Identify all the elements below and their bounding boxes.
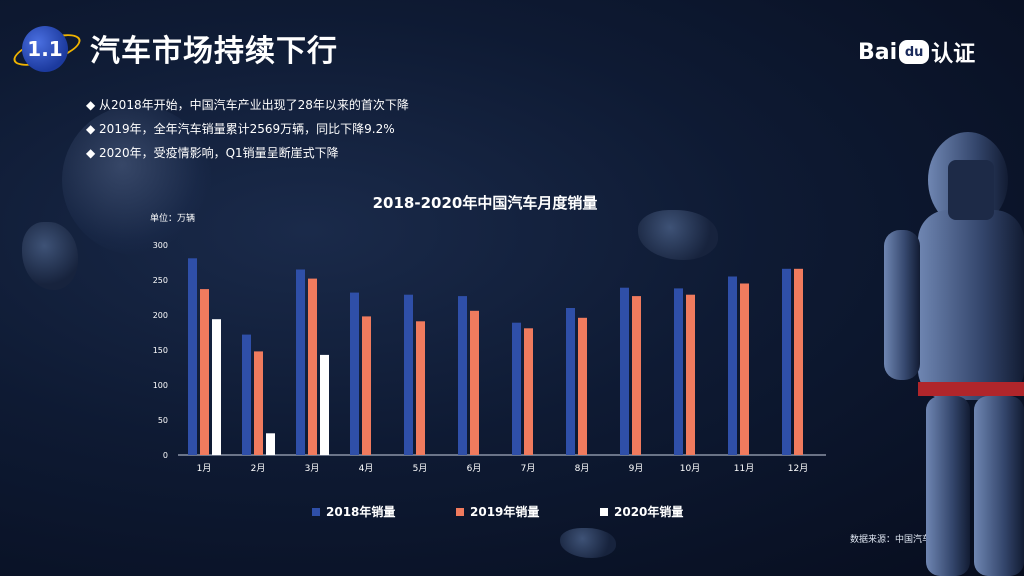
x-tick-label: 9月	[629, 463, 644, 474]
bar-5月-2018年销量	[404, 294, 413, 455]
x-tick-label: 2月	[251, 463, 266, 474]
y-tick-label: 150	[153, 346, 168, 355]
logo-paw-icon: du	[899, 40, 930, 64]
legend-swatch	[600, 507, 608, 516]
y-tick-label: 300	[153, 241, 168, 250]
x-tick-label: 8月	[575, 463, 590, 474]
x-tick-label: 10月	[680, 463, 700, 474]
data-source: 数据来源：中国汽车工业协会	[850, 535, 968, 545]
bar-3月-2018年销量	[296, 269, 305, 455]
bar-2月-2019年销量	[254, 351, 263, 455]
bar-3月-2019年销量	[308, 278, 317, 455]
x-tick-label: 3月	[305, 463, 320, 474]
bar-9月-2019年销量	[632, 296, 641, 455]
x-tick-label: 4月	[359, 463, 374, 474]
bar-11月-2019年销量	[740, 283, 749, 455]
bar-8月-2019年销量	[578, 317, 587, 455]
asteroid-decoration	[22, 222, 78, 290]
bar-8月-2018年销量	[566, 308, 575, 455]
x-tick-label: 11月	[734, 463, 754, 474]
bar-4月-2018年销量	[350, 292, 359, 455]
x-tick-label: 12月	[788, 463, 808, 474]
page-title: 汽车市场持续下行	[90, 34, 338, 69]
bullet-item: ◆ 2019年，全年汽车销量累计2569万辆，同比下降9.2%	[86, 122, 395, 136]
astronaut-illustration	[884, 132, 1024, 576]
bar-10月-2018年销量	[674, 288, 683, 455]
y-tick-label: 100	[153, 381, 168, 390]
legend-item-2020: 2020年销量	[600, 503, 683, 520]
bar-12月-2018年销量	[782, 268, 791, 455]
bar-1月-2018年销量	[188, 258, 197, 455]
baidu-logo: Bai du 认证	[858, 36, 975, 68]
bar-2月-2020年销量	[266, 433, 275, 455]
x-tick-label: 5月	[413, 463, 428, 474]
x-tick-label: 1月	[197, 463, 212, 474]
asteroid-decoration	[560, 528, 616, 558]
bar-1月-2020年销量	[212, 319, 221, 455]
bar-2月-2018年销量	[242, 334, 251, 455]
bar-3月-2020年销量	[320, 354, 329, 455]
x-tick-label: 6月	[467, 463, 482, 474]
legend-swatch	[312, 507, 320, 516]
bar-7月-2019年销量	[524, 328, 533, 455]
y-tick-label: 50	[158, 416, 168, 425]
planet-decoration	[62, 105, 212, 255]
logo-suffix: 认证	[931, 42, 976, 67]
legend-swatch	[456, 507, 464, 516]
bar-6月-2019年销量	[470, 310, 479, 455]
bar-7月-2018年销量	[512, 322, 521, 455]
bar-9月-2018年销量	[620, 287, 629, 455]
bar-10月-2019年销量	[686, 294, 695, 455]
bar-5月-2019年销量	[416, 321, 425, 455]
bar-12月-2019年销量	[794, 268, 803, 455]
legend-label: 2019年销量	[470, 505, 540, 519]
bar-6月-2018年销量	[458, 296, 467, 455]
logo-text: Bai	[858, 39, 898, 65]
bar-11月-2018年销量	[728, 276, 737, 455]
x-tick-label: 7月	[521, 463, 536, 474]
bar-4月-2019年销量	[362, 316, 371, 455]
y-tick-label: 200	[153, 311, 168, 320]
bullet-item: ◆ 2020年，受疫情影响，Q1销量呈断崖式下降	[86, 146, 339, 160]
bar-chart: 0 50 100 150 200 250 300 1月 2月 3月 4月 5月 6月 7月 8月 9月 10月 1…	[153, 241, 826, 474]
y-tick-label: 250	[153, 276, 168, 285]
chart-unit-label: 单位：万辆	[150, 214, 196, 224]
bullet-list: ◆ 从2018年开始，中国汽车产业出现了28年以来的首次下降 ◆ 2019年，全…	[86, 93, 409, 165]
legend-item-2019: 2019年销量	[456, 503, 539, 520]
legend-label: 2018年销量	[326, 505, 396, 519]
y-tick-label: 0	[163, 451, 168, 460]
legend-item-2018: 2018年销量	[312, 503, 395, 520]
chart-title: 2018-2020年中国汽车月度销量	[372, 194, 598, 212]
bar-1月-2019年销量	[200, 289, 209, 455]
section-badge: 1.1	[22, 26, 68, 72]
bullet-item: ◆ 从2018年开始，中国汽车产业出现了28年以来的首次下降	[86, 98, 409, 112]
legend-label: 2020年销量	[614, 505, 684, 519]
asteroid-decoration	[638, 210, 718, 260]
